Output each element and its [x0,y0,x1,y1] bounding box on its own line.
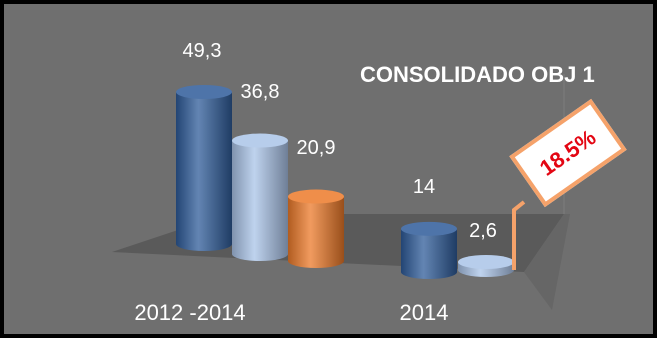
bar-2012-2014-series1-body [176,91,232,251]
bar-2012-2014-series1 [176,84,232,251]
bar-2012-2014-series2 [232,133,288,261]
bar-2012-2014-series3 [288,189,344,268]
bar-2012-2014-series2-body [232,140,288,261]
data-label-2014-series2: 2,6 [469,220,497,242]
category-label-2014: 2014 [399,300,449,325]
chart-area: CONSOLIDADO OBJ 1 49,3 36,8 20,9 14 2,6 … [4,4,653,334]
data-label-2014-series1: 14 [412,176,436,198]
bar-2012-2014-series2-top [232,133,288,148]
bar-2014-series1-body [401,228,457,279]
bar-2012-2014-series3-body [288,196,344,268]
bar-2014-series2 [458,254,514,277]
data-label-2012-series3: 20,9 [296,137,336,159]
bar-2014-series1-top [401,221,457,236]
bar-2014-series2-top [458,254,514,269]
category-label-2012-2014: 2012 -2014 [134,300,246,325]
data-label-2012-series1: 49,3 [182,40,222,62]
bar-2014-series1 [401,221,457,279]
chart-svg [112,74,570,310]
bar-2012-2014-series1-top [176,84,232,99]
chart-title: CONSOLIDADO OBJ 1 [360,62,595,87]
data-label-2012-series2: 36,8 [240,81,280,103]
callout-text: 18.5% [534,124,601,181]
callout-leader-line [512,200,526,270]
bar-2012-2014-series3-top [288,189,344,204]
chart-floor-side [524,214,570,310]
